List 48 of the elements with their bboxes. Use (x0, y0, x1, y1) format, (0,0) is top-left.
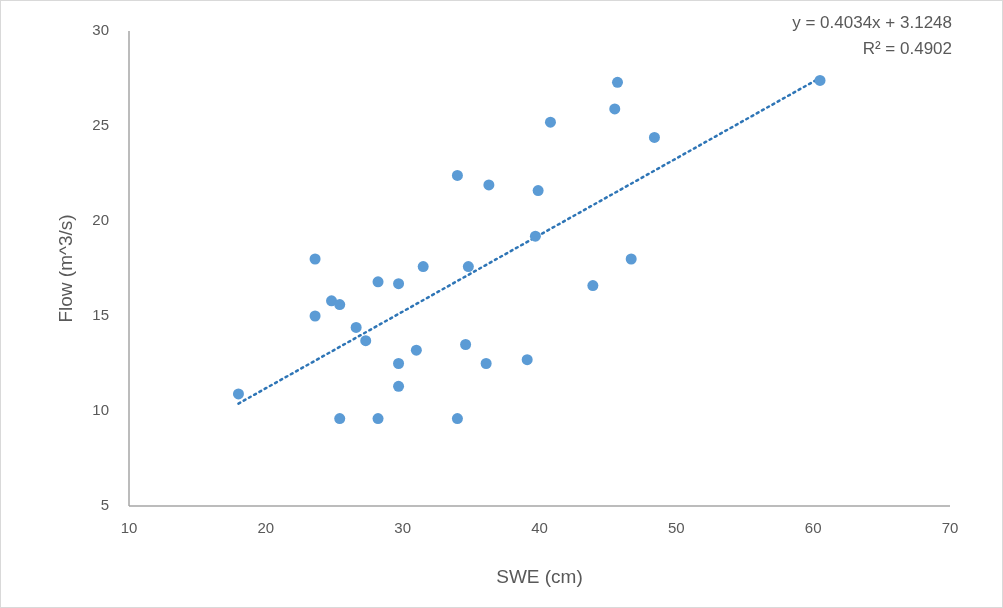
y-tick-label: 15 (92, 305, 109, 323)
point (521, 354, 533, 366)
point (814, 74, 826, 86)
annotation: y = 0.4034x + 3.1248 (792, 13, 952, 32)
point (609, 103, 621, 115)
point (372, 276, 384, 288)
point (360, 335, 372, 347)
point (393, 380, 405, 392)
point (393, 358, 405, 369)
y-tick-label: 25 (92, 115, 109, 133)
x-tick-label: 30 (394, 519, 412, 536)
point (451, 169, 463, 181)
point (334, 413, 346, 425)
x-tick-label: 40 (531, 519, 548, 536)
point (417, 261, 429, 273)
point (483, 179, 495, 191)
point (232, 388, 244, 400)
y-tick-label: 30 (92, 20, 109, 38)
point (625, 253, 637, 265)
x-tick-label: 20 (257, 519, 275, 536)
point (309, 253, 321, 265)
point (334, 299, 346, 311)
y-tick-label: 5 (100, 495, 109, 513)
point (480, 358, 492, 369)
x-tick-label: 70 (941, 519, 959, 536)
point (410, 344, 422, 356)
y-tick-label: 10 (92, 400, 109, 418)
point (648, 131, 660, 143)
point (532, 185, 544, 197)
point (451, 413, 463, 425)
point (326, 295, 338, 307)
point (462, 261, 474, 273)
y-axis-title: Flow (m^3/s) (55, 214, 76, 323)
point (309, 310, 321, 322)
point (587, 280, 599, 292)
x-tick-label: 10 (120, 519, 138, 536)
y-tick-label: 20 (92, 210, 109, 228)
annotation: R² = 0.4902 (862, 39, 952, 58)
point (350, 321, 362, 333)
point (372, 413, 384, 425)
point (544, 116, 556, 128)
x-axis-title: SWE (cm) (496, 566, 583, 587)
point (612, 76, 623, 88)
point (393, 278, 405, 290)
x-tick-label: 60 (804, 519, 822, 536)
point (460, 339, 472, 350)
point (529, 230, 541, 242)
x-tick-label: 50 (667, 519, 685, 536)
